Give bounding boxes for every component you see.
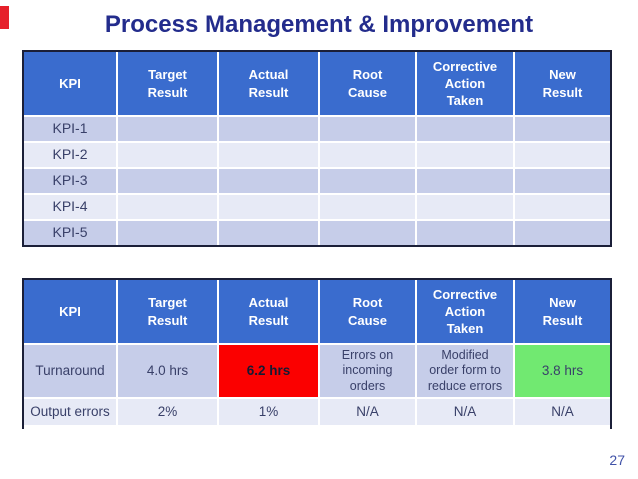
column-header-corrective-action: Corrective Action Taken <box>417 52 513 115</box>
kpi-example-table: KPI Target Result Actual Result Root Cau… <box>22 278 612 429</box>
t1-r3-c4 <box>320 169 415 193</box>
t1-r3-c5 <box>417 169 513 193</box>
t1-r5-c3 <box>219 221 318 245</box>
column-header-actual-result: Actual Result <box>219 280 318 343</box>
t1-r5-c5 <box>417 221 513 245</box>
column-header-new-result: New Result <box>515 52 610 115</box>
cell-output-errors-new-result: N/A <box>515 399 610 425</box>
cell-output-errors-actual: 1% <box>219 399 318 425</box>
t1-r4-c6 <box>515 195 610 219</box>
column-header-target-result: Target Result <box>118 52 217 115</box>
column-header-kpi: KPI <box>24 280 116 343</box>
cell-output-errors-target: 2% <box>118 399 217 425</box>
t1-r2-c4 <box>320 143 415 167</box>
t1-r5-c2 <box>118 221 217 245</box>
t1-r1-c6 <box>515 117 610 141</box>
t1-r1-c2 <box>118 117 217 141</box>
t1-r5-kpi-label: KPI-5 <box>24 221 116 245</box>
red-accent-mark <box>0 6 9 29</box>
t1-r4-kpi-label: KPI-4 <box>24 195 116 219</box>
column-header-actual-result: Actual Result <box>219 52 318 115</box>
column-header-kpi: KPI <box>24 52 116 115</box>
t1-r3-c6 <box>515 169 610 193</box>
cell-turnaround-target: 4.0 hrs <box>118 345 217 397</box>
t1-r2-c3 <box>219 143 318 167</box>
t1-r1-kpi-label: KPI-1 <box>24 117 116 141</box>
cell-turnaround-new-result-success: 3.8 hrs <box>515 345 610 397</box>
cell-turnaround-corrective-action: Modified order form to reduce errors <box>417 345 513 397</box>
t1-r2-c5 <box>417 143 513 167</box>
t1-r3-c3 <box>219 169 318 193</box>
t1-r4-c4 <box>320 195 415 219</box>
t1-r5-c4 <box>320 221 415 245</box>
t1-r4-c5 <box>417 195 513 219</box>
t1-r3-kpi-label: KPI-3 <box>24 169 116 193</box>
cell-output-errors-root-cause: N/A <box>320 399 415 425</box>
page-number: 27 <box>609 452 625 468</box>
column-header-corrective-action: Corrective Action Taken <box>417 280 513 343</box>
t1-r2-c6 <box>515 143 610 167</box>
t1-r1-c4 <box>320 117 415 141</box>
cell-output-errors-kpi: Output errors <box>24 399 116 425</box>
t1-r1-c3 <box>219 117 318 141</box>
cell-output-errors-corrective-action: N/A <box>417 399 513 425</box>
t1-r3-c2 <box>118 169 217 193</box>
t1-r2-c2 <box>118 143 217 167</box>
t1-r2-kpi-label: KPI-2 <box>24 143 116 167</box>
cell-turnaround-kpi: Turnaround <box>24 345 116 397</box>
column-header-new-result: New Result <box>515 280 610 343</box>
t1-r5-c6 <box>515 221 610 245</box>
column-header-root-cause: Root Cause <box>320 280 415 343</box>
slide-title: Process Management & Improvement <box>104 11 534 38</box>
column-header-target-result: Target Result <box>118 280 217 343</box>
t1-r4-c3 <box>219 195 318 219</box>
t1-r4-c2 <box>118 195 217 219</box>
kpi-blank-table: KPI Target Result Actual Result Root Cau… <box>22 50 612 247</box>
t1-r1-c5 <box>417 117 513 141</box>
column-header-root-cause: Root Cause <box>320 52 415 115</box>
cell-turnaround-actual-alert: 6.2 hrs <box>219 345 318 397</box>
cell-turnaround-root-cause: Errors on incoming orders <box>320 345 415 397</box>
